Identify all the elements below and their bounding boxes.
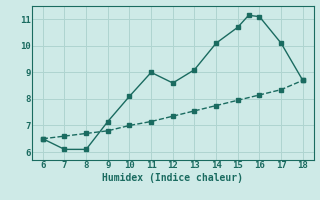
X-axis label: Humidex (Indice chaleur): Humidex (Indice chaleur) [102,173,243,183]
